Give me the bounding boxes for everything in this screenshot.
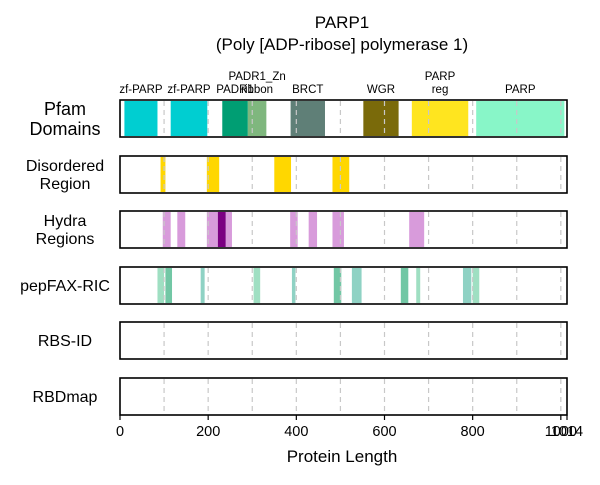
domain-label-line: PARP: [425, 71, 456, 83]
segment: [217, 212, 226, 247]
segment: [177, 212, 186, 247]
track-label: RBDmap: [33, 389, 98, 406]
segment: [416, 268, 421, 303]
segment: [200, 268, 205, 303]
track-label-line: Region: [40, 176, 91, 193]
track-label: Hydra Regions: [36, 213, 95, 248]
domain-label: PADR1: [216, 84, 254, 96]
domain-label: PARP reg: [425, 71, 456, 96]
track-label-line: Regions: [36, 231, 95, 248]
x-tick-label: 800: [461, 424, 485, 440]
track-4: RBS-ID: [38, 321, 568, 360]
segment: [247, 101, 267, 136]
chart-subtitle: (Poly [ADP-ribose] polymerase 1): [216, 35, 468, 54]
segment: [253, 268, 261, 303]
track-label-line: RBDmap: [33, 389, 98, 406]
track-label: Disordered Region: [26, 158, 104, 193]
segment: [274, 157, 292, 192]
track-1: Disordered Region: [26, 155, 568, 194]
segment: [170, 101, 208, 136]
domain-label-line: PADR1: [216, 84, 254, 96]
domain-label-line: PARP: [505, 84, 536, 96]
track-label-line: Hydra: [44, 213, 87, 230]
segment: [157, 268, 165, 303]
track-label: pepFAX-RIC: [20, 278, 110, 295]
domain-label-line: reg: [432, 84, 449, 96]
x-tick-label: 1000: [545, 424, 577, 440]
segment: [332, 157, 350, 192]
chart-title: PARP1: [315, 13, 370, 32]
segment: [165, 268, 173, 303]
track-label-line: Domains: [29, 119, 100, 139]
segment: [462, 268, 472, 303]
domain-label-line: zf-PARP: [119, 84, 163, 96]
segment: [124, 101, 158, 136]
domain-label: WGR: [367, 84, 395, 96]
segment: [206, 157, 220, 192]
segment: [400, 268, 409, 303]
x-tick-label: 600: [372, 424, 396, 440]
segment: [472, 268, 480, 303]
track-label-line: RBS-ID: [38, 333, 92, 350]
x-tick-label: 0: [116, 424, 124, 440]
track-label: RBS-ID: [38, 333, 92, 350]
track-frame: [119, 377, 568, 416]
track-3: pepFAX-RIC: [20, 266, 568, 305]
x-tick-label: 1014: [551, 424, 583, 440]
segment: [476, 101, 565, 136]
segment: [291, 268, 296, 303]
track-frame: [119, 321, 568, 360]
x-axis-label: Protein Length: [287, 447, 398, 466]
domain-label-line: ribbon: [241, 84, 273, 96]
track-2: Hydra Regions: [36, 210, 568, 249]
segment: [363, 101, 399, 136]
track-frame: [119, 155, 568, 194]
segment: [206, 212, 218, 247]
track-label-line: Disordered: [26, 158, 104, 175]
track-frame: [119, 210, 568, 249]
segment: [290, 212, 298, 247]
segment: [222, 101, 248, 136]
segment: [351, 268, 362, 303]
domain-label-line: WGR: [367, 84, 395, 96]
domain-label-line: PADR1_Zn: [228, 71, 285, 83]
segment: [409, 212, 425, 247]
domain-label: PARP: [505, 84, 536, 96]
domain-label: zf-PARP: [119, 84, 163, 96]
x-tick-label: 200: [196, 424, 220, 440]
segment: [160, 157, 166, 192]
domain-label: BRCT: [292, 84, 323, 96]
domain-label: zf-PARP: [167, 84, 211, 96]
x-tick-label: 400: [284, 424, 308, 440]
domain-label: PADR1_Zn ribbon: [228, 71, 285, 96]
segment: [308, 212, 318, 247]
track-label: Pfam Domains: [29, 99, 100, 139]
segment: [162, 212, 171, 247]
segment: [333, 268, 342, 303]
domain-label-line: BRCT: [292, 84, 323, 96]
track-5: RBDmap: [33, 377, 568, 416]
segment: [411, 101, 469, 136]
segment: [225, 212, 232, 247]
track-frame: [119, 99, 568, 138]
track-frame: [119, 266, 568, 305]
track-label-line: pepFAX-RIC: [20, 278, 110, 295]
segment: [332, 212, 344, 247]
track-label-line: Pfam: [44, 99, 86, 119]
domain-label-line: zf-PARP: [167, 84, 211, 96]
